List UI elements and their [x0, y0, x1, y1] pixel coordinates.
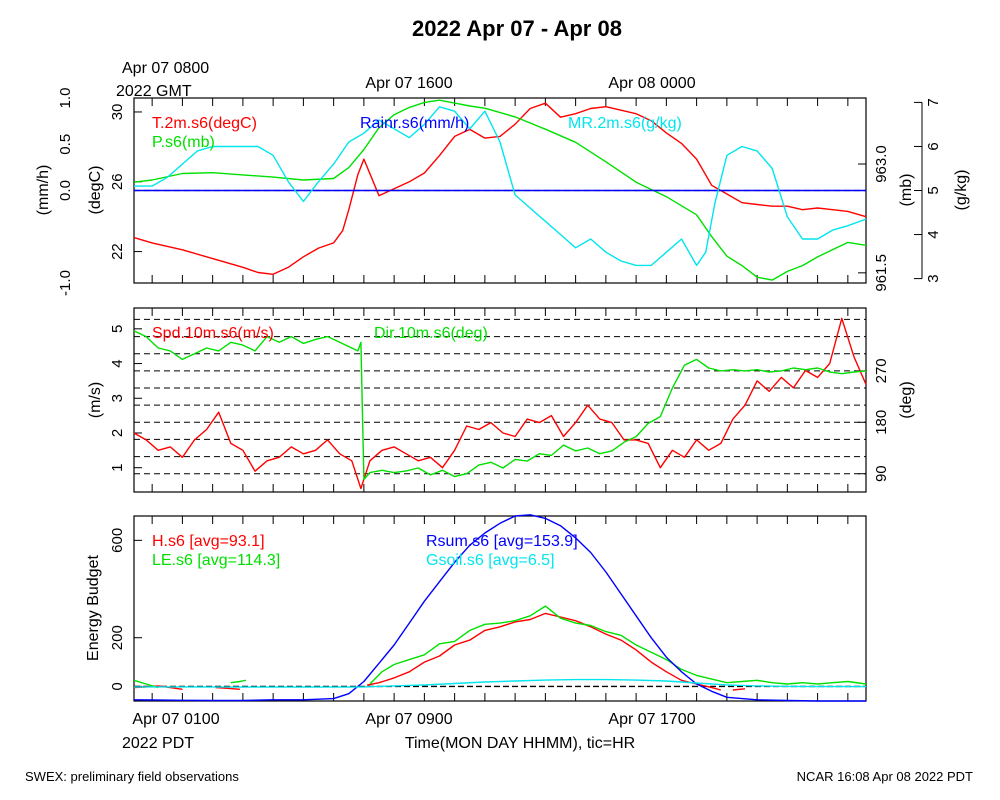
series-line-green: [369, 605, 867, 685]
degc-axis-label: (degC): [87, 166, 104, 215]
pdt-time-label-2: Apr 07 0900: [365, 711, 452, 728]
series-line-red: [732, 688, 746, 691]
pdt-time-label-1b: 2022 PDT: [122, 735, 194, 752]
legend-mr2m: MR.2m.s6(g/kg): [568, 115, 682, 132]
gkg-axis-label: (g/kg): [953, 170, 970, 211]
degc-tick-label: 22: [109, 243, 126, 260]
ms-tick-label: 1: [109, 464, 126, 472]
gmt-time-label-1b: 2022 GMT: [116, 83, 192, 100]
gmt-time-label-2: Apr 07 1600: [365, 75, 452, 92]
panels-group: 1.00.50.0-1.0302622963.0961.576543(mm/h)…: [35, 88, 970, 702]
chart-title: 2022 Apr 07 - Apr 08: [412, 16, 622, 41]
deg-axis-label: (deg): [898, 381, 915, 418]
legend-dir: Dir.10m.s6(deg): [374, 325, 488, 342]
ms-tick-label: 5: [109, 325, 126, 333]
gmt-time-label-3: Apr 08 0000: [608, 75, 695, 92]
series-line-green: [230, 679, 247, 684]
deg-tick-label: 270: [873, 358, 890, 383]
gkg-tick-label: 6: [925, 142, 942, 150]
mmh-tick-label: 0.5: [57, 134, 74, 155]
degc-tick-label: 26: [109, 173, 126, 190]
gkg-tick-label: 5: [925, 186, 942, 194]
series-line-cyan: [134, 106, 867, 267]
gkg-tick-label: 4: [925, 230, 942, 238]
gkg-tick-label: 7: [925, 98, 942, 106]
mmh-tick-label: -1.0: [57, 270, 74, 296]
mmh-tick-label: 1.0: [57, 88, 74, 109]
pdt-time-label-1: Apr 07 0100: [132, 711, 219, 728]
x-axis-label: Time(MON DAY HHMM), tic=HR: [405, 735, 635, 752]
ms-tick-label: 2: [109, 429, 126, 437]
legend-gsoil: Gsoil.s6 [avg=6.5]: [426, 552, 555, 569]
energy-tick-label: 600: [109, 528, 126, 553]
legend-rainr: Rainr.s6(mm/h): [360, 115, 469, 132]
mb-tick-label: 961.5: [873, 254, 890, 292]
energy-axis-label: Energy Budget: [85, 555, 102, 661]
footer-left: SWEX: preliminary field observations: [25, 769, 239, 784]
mmh-tick-label: 0.0: [57, 180, 74, 201]
legend-le: LE.s6 [avg=114.3]: [152, 552, 280, 569]
deg-tick-label: 90: [873, 465, 890, 482]
series-line-green: [133, 99, 867, 281]
series-line-red: [133, 317, 867, 490]
series-line-red: [133, 102, 867, 275]
mb-axis-label: (mb): [898, 174, 915, 207]
degc-tick-label: 30: [109, 104, 126, 121]
panel-3-frame: [133, 515, 867, 702]
mmh-axis-label: (mm/h): [35, 165, 52, 216]
energy-tick-label: 0: [109, 682, 126, 690]
energy-tick-label: 200: [109, 625, 126, 650]
series-line-red: [215, 686, 240, 690]
ms-tick-label: 3: [109, 394, 126, 402]
mb-tick-label: 963.0: [873, 145, 890, 183]
panel-2-frame: [133, 307, 867, 493]
footer-right: NCAR 16:08 Apr 08 2022 PDT: [797, 769, 973, 784]
legend-ps6: P.s6(mb): [152, 134, 215, 151]
ms-tick-label: 4: [109, 359, 126, 367]
series-line-blue: [133, 514, 866, 702]
legend-rsum: Rsum.s6 [avg=153.9]: [426, 533, 578, 550]
gkg-tick-label: 3: [925, 274, 942, 282]
legend-h: H.s6 [avg=93.1]: [152, 533, 265, 550]
series-line-red: [366, 612, 721, 691]
series-line-green: [133, 330, 867, 481]
legend-t2m: T.2m.s6(degC): [152, 115, 257, 132]
ms-axis-label: (m/s): [87, 382, 104, 418]
legend-spd: Spd.10m.s6(m/s): [152, 325, 274, 342]
gmt-time-label-1: Apr 07 0800: [122, 60, 209, 77]
series-line-cyan: [134, 678, 866, 688]
pdt-time-label-3: Apr 07 1700: [608, 711, 695, 728]
deg-tick-label: 180: [873, 410, 890, 435]
